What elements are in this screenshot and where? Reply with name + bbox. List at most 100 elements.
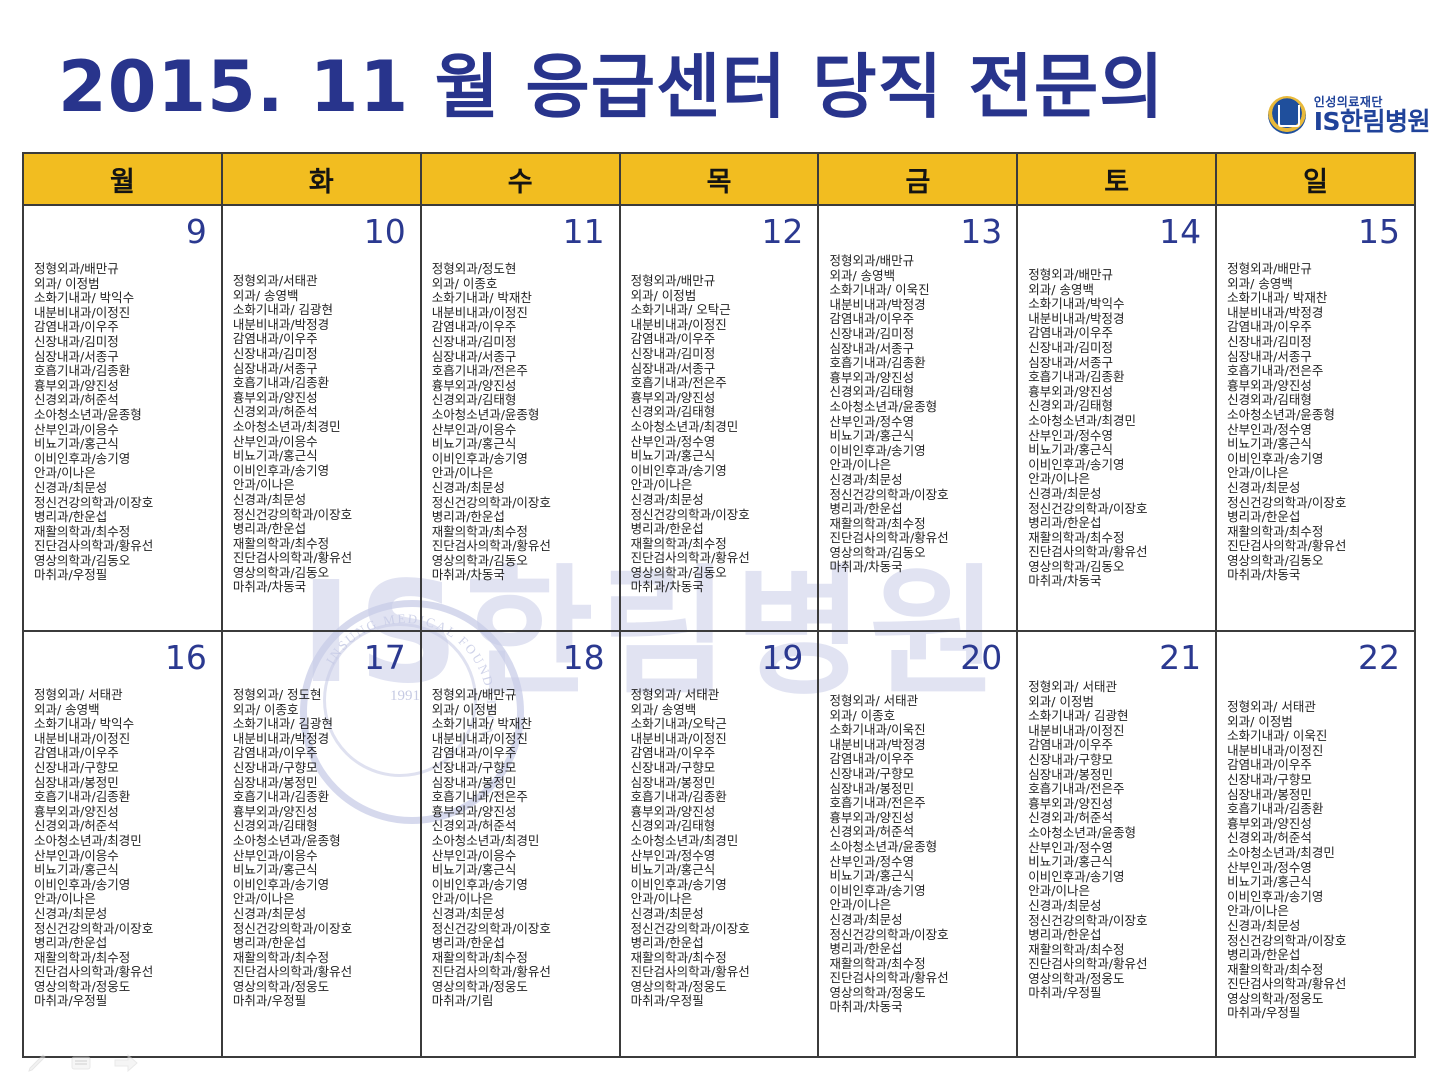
duty-entry: 비뇨기과/홍근식	[1227, 436, 1312, 452]
duty-entry: 신경외과/허준석	[1227, 830, 1312, 846]
duty-entry: 흉부외과/양진성	[232, 389, 318, 405]
day-number: 12	[761, 212, 804, 251]
duty-entry: 산부인과/정수영	[1227, 859, 1312, 875]
day-cell-22[interactable]: 22 정형외과/ 서태관 외과/ 이정범 소화기내과/ 이욱진 내분비내과/이정진 감염내…	[1217, 632, 1414, 1056]
duty-entry: 마취과/우정필	[630, 993, 704, 1009]
duty-entry: 신경외과/허준석	[829, 824, 915, 840]
duty-entry: 소아청소년과/최경민	[232, 418, 341, 434]
duty-entry: 신장내과/구향모	[1227, 771, 1312, 787]
duty-entry: 소화기내과/ 김광현	[232, 302, 334, 318]
day-cell-19[interactable]: 19 정형외과/ 서태관 외과/ 송영백 소화기내과/오탁근 내분비내과/이정진 감염내과…	[621, 632, 820, 1056]
duty-entry: 신경과/최문성	[1227, 917, 1301, 933]
duty-entry: 산부인과/이응수	[431, 847, 517, 863]
duty-entry: 호흡기내과/김종환	[630, 789, 727, 805]
duty-entry: 비뇨기과/홍근식	[34, 436, 119, 452]
mini-toolbar[interactable]	[24, 1050, 140, 1076]
duty-entry: 산부인과/정수영	[1227, 421, 1312, 437]
duty-entry: 정신건강의학과/이장호	[1227, 932, 1347, 948]
duty-entry: 안과/이나은	[630, 477, 693, 493]
pen-icon[interactable]	[24, 1050, 50, 1076]
duty-entry: 안과/이나은	[1227, 465, 1289, 481]
duty-entry: 감염내과/이우주	[34, 745, 119, 761]
duty-entry: 소화기내과/오탁근	[630, 716, 727, 732]
day-cell-14[interactable]: 14 정형외과/배만규 외과/ 송영백 소화기내과/박익수 내분비내과/박정경 감염내과/…	[1018, 206, 1218, 630]
duty-entry: 진단검사의학과/황유선	[630, 964, 750, 980]
duty-entry: 마취과/우정필	[232, 993, 307, 1009]
duty-list: 정형외과/배만규 외과/ 이정범 소화기내과/ 오탁근 내분비내과/이정진 감염내과/이…	[621, 252, 818, 630]
duty-entry: 진단검사의학과/황유선	[630, 550, 750, 566]
duty-entry: 내분비내과/이정진	[431, 730, 528, 746]
duty-entry: 안과/이나은	[34, 891, 96, 907]
duty-list: 정형외과/ 서태관 외과/ 이정범 소화기내과/ 이욱진 내분비내과/이정진 감염내과/…	[1217, 678, 1414, 1056]
calendar-week-row: 9 정형외과/배만규 외과/ 이정범 소화기내과/ 박익수 내분비내과/이정진 감염내과/…	[24, 206, 1414, 632]
duty-entry: 흉부외과/양진성	[431, 803, 517, 819]
duty-entry: 신경외과/김태형	[1227, 392, 1312, 408]
duty-entry: 신장내과/김미정	[630, 345, 716, 361]
day-cell-16[interactable]: 16 정형외과/ 서태관 외과/ 송영백 소화기내과/ 박익수 내분비내과/이정진 감염내…	[24, 632, 223, 1056]
duty-entry: 영상의학과/김동오	[1227, 552, 1324, 568]
duty-entry: 산부인과/정수영	[1028, 427, 1114, 443]
day-number: 9	[185, 212, 207, 251]
duty-entry: 재활의학과/최수정	[34, 949, 131, 965]
duty-entry: 신장내과/구향모	[1028, 751, 1114, 767]
duty-entry: 정형외과/배만규	[1028, 267, 1114, 282]
day-number: 16	[164, 638, 207, 677]
duty-entry: 병리과/한운섭	[829, 501, 903, 517]
duty-entry: 마취과/차동국	[829, 559, 903, 575]
duty-entry: 호흡기내과/김종환	[829, 355, 926, 371]
day-cell-17[interactable]: 17 정형외과/ 정도현 외과/ 이종호 소화기내과/ 김광현 내분비내과/박정경 감염내…	[223, 632, 422, 1056]
duty-entry: 재활의학과/최수정	[829, 515, 926, 531]
weekday-header-3: 목	[620, 154, 820, 206]
duty-entry: 비뇨기과/홍근식	[1227, 874, 1312, 890]
hospital-emblem-icon	[1267, 96, 1306, 135]
duty-entry: 이비인후과/송기영	[232, 876, 330, 892]
duty-entry: 소아청소년과/윤종형	[1227, 406, 1335, 422]
day-cell-12[interactable]: 12 정형외과/배만규 외과/ 이정범 소화기내과/ 오탁근 내분비내과/이정진 감염내과…	[621, 206, 820, 630]
duty-entry: 산부인과/정수영	[1028, 839, 1114, 855]
duty-entry: 이비인후과/송기영	[1227, 450, 1324, 466]
duty-entry: 정형외과/ 서태관	[829, 693, 919, 708]
day-cell-13[interactable]: 13 정형외과/배만규 외과/ 송영백 소화기내과/ 이욱진 내분비내과/박정경 감염내과…	[819, 206, 1019, 630]
weekday-header-0: 월	[24, 154, 223, 206]
duty-entry: 소화기내과/ 이욱진	[829, 282, 930, 298]
duty-entry: 정신건강의학과/이장호	[1028, 912, 1148, 928]
day-cell-9[interactable]: 9 정형외과/배만규 외과/ 이정범 소화기내과/ 박익수 내분비내과/이정진 감염내과/…	[24, 206, 223, 630]
duty-entry: 외과/ 송영백	[232, 287, 299, 303]
duty-entry: 신경외과/허준석	[34, 392, 119, 408]
hospital-name: IS한림병원	[1313, 106, 1431, 136]
hospital-logo: 인성의료재단 IS한림병원	[1267, 95, 1431, 136]
day-cell-20[interactable]: 20 정형외과/ 서태관 외과/ 이종호 소화기내과/이욱진 내분비내과/박정경 감염내과…	[819, 632, 1019, 1056]
duty-entry: 비뇨기과/홍근식	[232, 862, 318, 878]
day-cell-11[interactable]: 11 정형외과/정도현 외과/ 이종호 소화기내과/ 박재찬 내분비내과/이정진 감염내과…	[422, 206, 621, 630]
duty-entry: 정형외과/배만규	[1227, 261, 1312, 276]
day-cell-15[interactable]: 15 정형외과/배만규 외과/ 송영백 소화기내과/ 박재찬 내분비내과/박정경 감염내과…	[1217, 206, 1414, 630]
duty-entry: 내분비내과/이정진	[34, 304, 131, 320]
duty-entry: 심장내과/서종구	[232, 360, 318, 376]
duty-entry: 호흡기내과/전은주	[1028, 781, 1125, 797]
duty-entry: 흉부외과/양진성	[34, 377, 119, 393]
day-cell-18[interactable]: 18 정형외과/배만규 외과/ 이정범 소화기내과/ 박재찬 내분비내과/이정진 감염내과…	[422, 632, 621, 1056]
weekday-header-4: 금	[819, 154, 1019, 206]
duty-entry: 소화기내과/ 오탁근	[630, 302, 731, 318]
day-cell-21[interactable]: 21 정형외과/ 서태관 외과/ 이정범 소화기내과/ 김광현 내분비내과/이정진 감염내…	[1018, 632, 1218, 1056]
duty-entry: 신경과/최문성	[630, 491, 704, 507]
lines-icon[interactable]	[68, 1050, 94, 1076]
arrow-right-icon[interactable]	[112, 1050, 140, 1076]
duty-entry: 심장내과/봉정민	[232, 774, 318, 790]
duty-entry: 내분비내과/박정경	[1227, 304, 1324, 320]
foundation-name: 인성의료재단	[1313, 95, 1383, 109]
duty-entry: 마취과/기림	[431, 993, 494, 1009]
duty-entry: 진단검사의학과/황유선	[34, 964, 154, 980]
duty-entry: 안과/이나은	[1028, 883, 1091, 899]
duty-entry: 호흡기내과/김종환	[1227, 801, 1324, 817]
day-cell-10[interactable]: 10 정형외과/서태관 외과/ 송영백 소화기내과/ 김광현 내분비내과/박정경 감염내과…	[223, 206, 422, 630]
duty-entry: 정형외과/서태관	[232, 273, 318, 288]
duty-entry: 소아청소년과/최경민	[1227, 844, 1335, 860]
duty-entry: 감염내과/이우주	[232, 331, 318, 347]
duty-entry: 마취과/차동국	[232, 579, 307, 595]
duty-entry: 진단검사의학과/황유선	[829, 970, 949, 986]
duty-entry: 신경과/최문성	[1227, 479, 1301, 495]
duty-entry: 흉부외과/양진성	[34, 803, 119, 819]
duty-entry: 흉부외과/양진성	[630, 389, 716, 405]
